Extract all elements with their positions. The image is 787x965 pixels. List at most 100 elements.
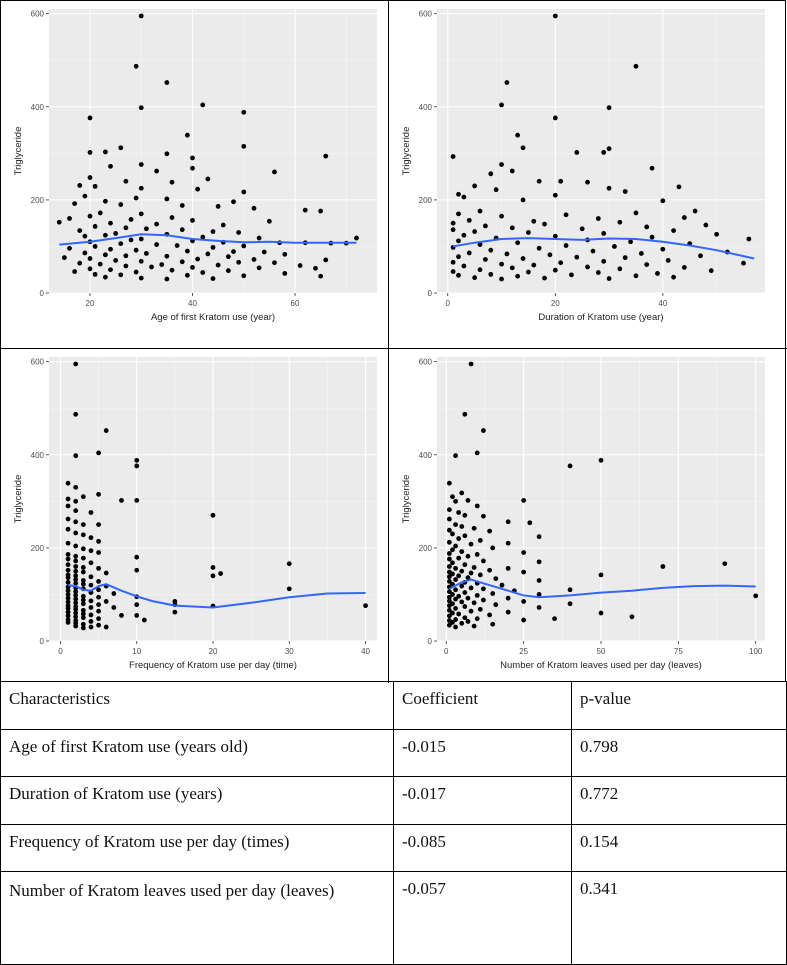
data-point [499,162,504,167]
data-point [493,602,499,608]
data-point [644,224,650,230]
plot-panel [49,9,377,293]
data-point [563,243,569,248]
data-point [601,149,607,155]
data-point [504,80,510,85]
data-point [138,211,144,217]
plot-leaves-per-day: 0 25 50 75 100 0 200 400 600 Number of Kratom lea… [389,349,775,695]
data-point [65,496,71,502]
data-point [552,115,558,121]
data-point [462,411,468,417]
data-point [456,536,462,541]
data-point [453,587,458,593]
data-point [459,599,465,605]
data-point [138,185,144,191]
y-tick-label: 0 [428,637,433,646]
data-point [471,600,477,606]
data-point [73,577,79,582]
data-point [574,254,580,260]
data-point [143,251,149,256]
data-point [73,592,79,598]
data-point [536,559,542,565]
plot-panel [437,9,765,293]
data-point [118,145,124,151]
data-point [179,259,185,265]
data-point [450,560,455,566]
data-point [128,237,134,243]
data-point [282,271,288,276]
data-point [453,543,458,549]
data-point [65,516,71,522]
data-point [579,226,585,232]
data-point [450,154,456,159]
data-point [552,267,558,273]
data-point [446,589,452,595]
data-point [536,245,542,251]
data-point [88,574,94,580]
data-point [80,601,86,607]
data-point [65,619,71,625]
data-point [195,256,201,262]
data-point [629,614,635,620]
data-point [462,615,468,621]
data-point [585,179,590,185]
data-point [286,586,292,592]
data-point [210,229,216,234]
data-point [88,619,94,624]
data-point [87,149,93,155]
row-characteristic: Frequency of Kratom use per day (times) [0,824,394,872]
y-tick-label: 200 [419,196,433,205]
data-point [67,245,72,251]
data-point [65,503,71,509]
data-point [134,554,140,560]
y-tick-label: 0 [428,289,433,298]
data-point [184,248,190,254]
data-point [92,183,98,189]
data-point [595,216,601,221]
data-point [138,105,144,111]
data-point [241,109,247,115]
data-point [472,229,478,234]
data-point [65,567,71,573]
data-point [210,573,216,579]
x-tick-label: 20 [209,647,218,656]
data-point [471,525,477,531]
data-point [547,252,553,258]
data-point [123,178,129,184]
x-tick-label: 40 [188,299,197,308]
data-point [134,612,140,618]
data-point [118,241,124,247]
data-point [481,513,486,519]
data-point [660,564,666,569]
data-point [73,498,79,504]
data-point [108,246,113,252]
data-point [210,276,216,281]
data-point [471,623,477,629]
data-point [505,595,511,601]
data-point [134,457,140,463]
data-point [73,564,79,569]
data-point [96,616,101,622]
data-point [61,255,67,261]
data-point [487,528,493,534]
row-coefficient: -0.015 [393,729,572,777]
data-point [536,605,542,610]
y-tick-label: 200 [419,544,433,553]
data-point [481,597,486,603]
data-points [65,361,368,631]
data-point [456,272,461,278]
data-point [218,571,224,576]
data-point [477,242,483,247]
data-point [241,143,247,149]
data-point [169,179,175,185]
data-point [598,572,604,578]
data-point [531,218,537,224]
data-point [96,602,101,608]
data-point [102,149,108,155]
data-point [477,208,483,214]
data-point [456,593,462,599]
data-point [446,539,452,545]
data-point [172,609,178,615]
data-point [133,247,139,253]
data-point [552,13,558,19]
